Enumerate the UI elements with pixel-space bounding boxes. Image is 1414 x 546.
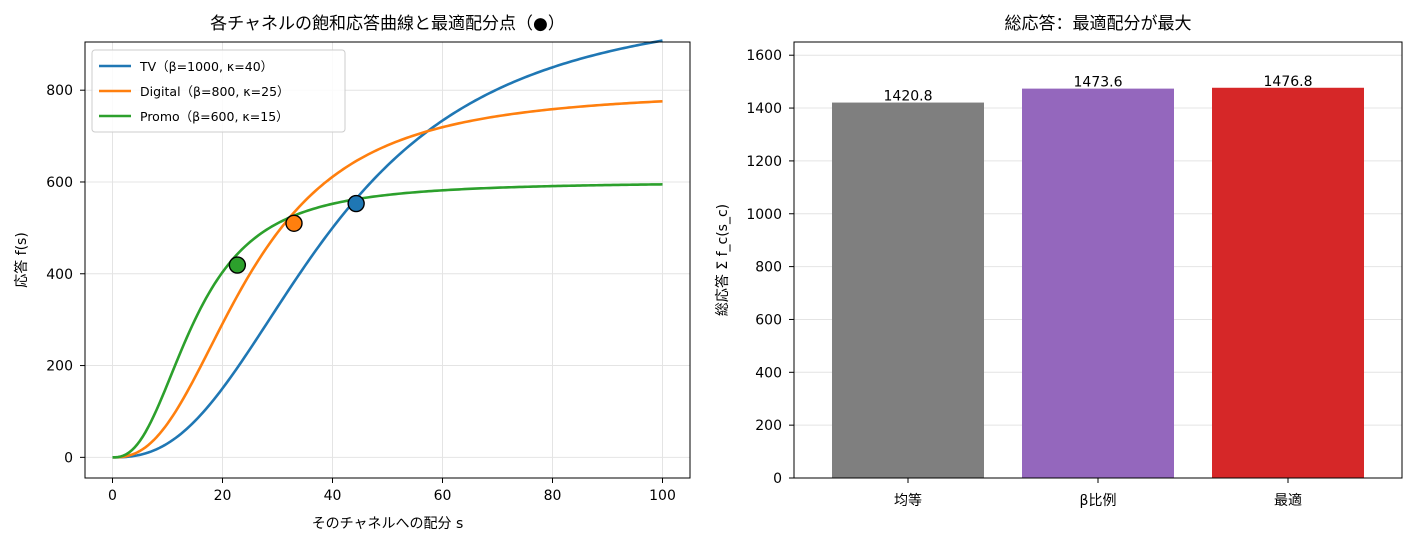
right-bar-value-labels: 1420.8 1473.6 1476.8 xyxy=(884,74,1313,105)
left-plot-frame xyxy=(84,41,691,479)
right-y-tick-label: 1400 xyxy=(746,101,782,117)
left-y-tick-label: 400 xyxy=(46,267,73,283)
saturation-curves-chart: 0 20 40 60 80 100 0 200 400 600 800 各チャネルの飽和応答曲線と… xyxy=(13,14,691,532)
bar-value-label-2: 1476.8 xyxy=(1264,74,1313,90)
series-line-0 xyxy=(112,39,663,459)
right-y-tick-label: 1200 xyxy=(746,154,782,170)
bar-value-label-1: 1473.6 xyxy=(1074,75,1123,91)
right-y-tick-label: 400 xyxy=(755,365,782,381)
bar-value-label-0: 1420.8 xyxy=(884,89,933,105)
right-y-tick-label: 200 xyxy=(755,418,782,434)
legend-label-1: Digital（β=800, κ=25） xyxy=(140,84,290,99)
optimal-point-0 xyxy=(347,194,365,213)
left-x-tick-label: 60 xyxy=(434,488,452,504)
series-line-2 xyxy=(112,183,663,459)
left-x-tick-label: 0 xyxy=(108,488,117,504)
right-chart-title: 総応答：最適配分が最大 xyxy=(1005,14,1192,34)
legend-label-2: Promo（β=600, κ=15） xyxy=(140,109,289,124)
left-x-tick-label: 20 xyxy=(214,488,232,504)
right-x-tick-label: 最適 xyxy=(1274,492,1302,509)
bar-0 xyxy=(832,102,984,478)
left-chart-title: 各チャネルの飽和応答曲線と最適配分点（●） xyxy=(210,14,565,34)
right-y-axis-label: 総応答 Σ f_c(s_c) xyxy=(714,204,731,316)
right-x-ticks: 均等 β比例 最適 xyxy=(894,478,1302,509)
series-line-1 xyxy=(112,100,663,459)
right-y-tick-label: 0 xyxy=(773,471,782,487)
legend-label-0: TV（β=1000, κ=40） xyxy=(139,59,273,74)
left-y-tick-label: 800 xyxy=(46,83,73,99)
right-x-tick-label: 均等 xyxy=(894,492,922,509)
optimal-point-2 xyxy=(228,256,247,274)
right-y-ticks: 0 200 400 600 800 1000 1200 1400 1600 xyxy=(746,48,794,487)
left-y-axis-label: 応答 f(s) xyxy=(13,232,30,288)
left-y-ticks: 0 200 400 600 800 xyxy=(46,83,85,466)
left-x-axis-label: そのチャネルへの配分 s xyxy=(312,516,464,532)
left-series-lines xyxy=(112,39,663,459)
left-legend: TV（β=1000, κ=40） Digital（β=800, κ=25） Prom… xyxy=(91,49,346,133)
right-y-tick-label: 1600 xyxy=(746,48,782,64)
total-response-bar-chart: 1420.8 1473.6 1476.8 均等 β比例 最適 0 200 400 600 800… xyxy=(714,14,1403,509)
bar-2 xyxy=(1212,87,1364,478)
right-y-tick-label: 1000 xyxy=(746,207,782,223)
left-y-tick-label: 200 xyxy=(46,359,73,375)
left-y-tick-label: 600 xyxy=(46,175,73,191)
left-x-tick-label: 80 xyxy=(544,488,562,504)
right-bars xyxy=(832,87,1364,478)
bar-1 xyxy=(1022,88,1174,478)
optimal-point-1 xyxy=(285,214,303,232)
right-y-tick-label: 600 xyxy=(755,312,782,328)
legend-box xyxy=(91,49,346,133)
left-x-tick-label: 40 xyxy=(324,488,342,504)
right-y-tick-label: 800 xyxy=(755,260,782,276)
left-x-tick-label: 100 xyxy=(649,488,676,504)
right-x-tick-label: β比例 xyxy=(1080,493,1117,509)
left-y-tick-label: 0 xyxy=(64,450,73,466)
left-x-ticks: 0 20 40 60 80 100 xyxy=(108,478,676,504)
left-optimal-points xyxy=(228,194,365,274)
